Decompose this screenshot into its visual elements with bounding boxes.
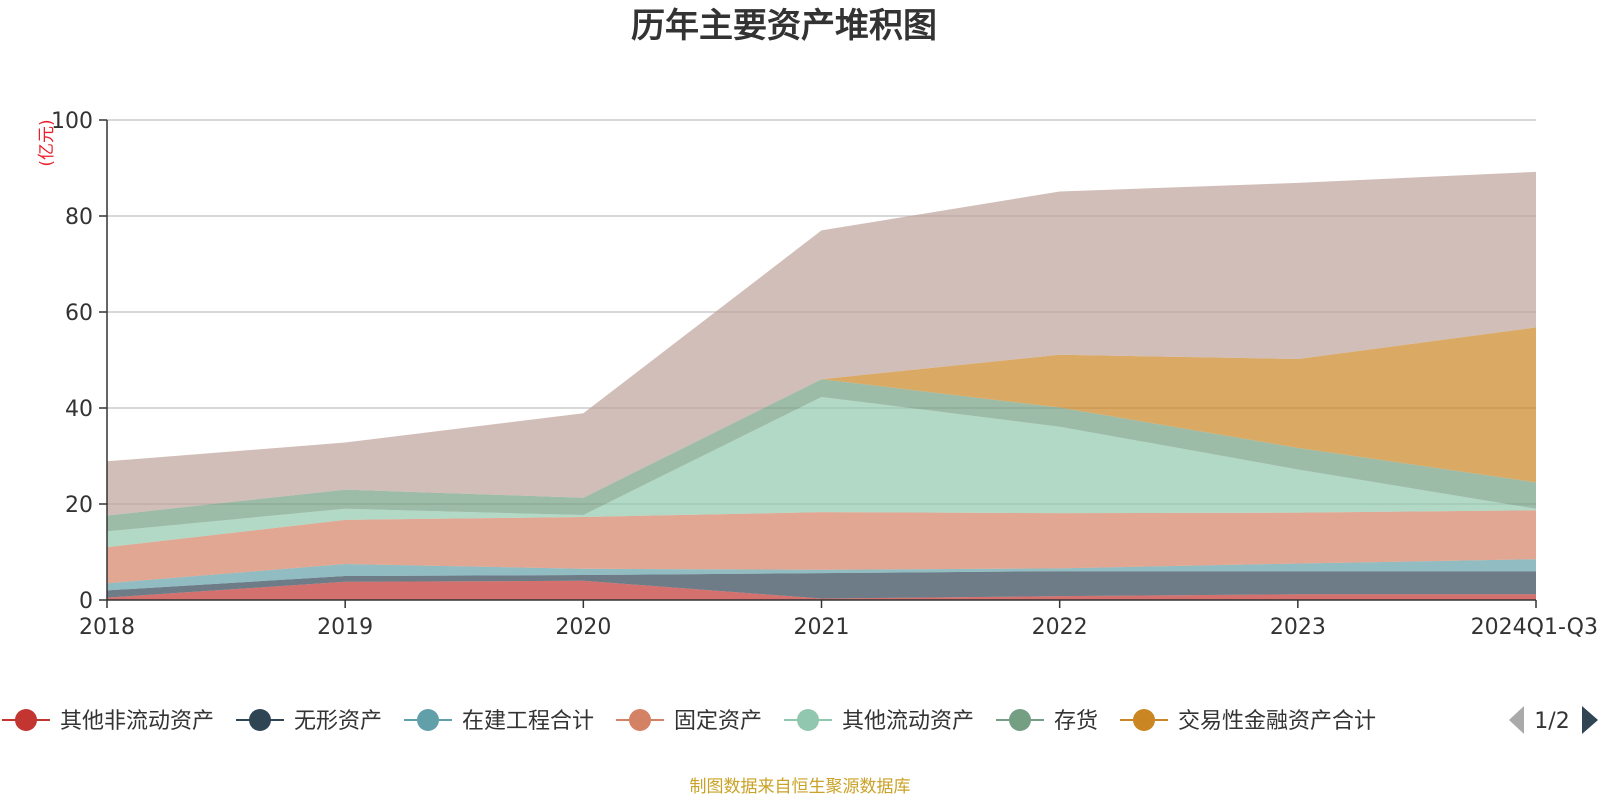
area-series-1[interactable] xyxy=(107,571,1536,599)
y-tick-label: 80 xyxy=(65,205,93,230)
legend-item[interactable]: 交易性金融资产合计 xyxy=(1120,709,1376,734)
legend-label: 其他流动资产 xyxy=(842,709,974,734)
y-tick-label: 20 xyxy=(65,493,93,518)
data-source-note: 制图数据来自恒生聚源数据库 xyxy=(690,777,911,797)
x-tick-label: 2023 xyxy=(1270,615,1326,640)
area-series-6[interactable] xyxy=(107,327,1536,516)
area-series-7[interactable] xyxy=(107,171,1536,516)
x-tick-label: 2019 xyxy=(317,615,373,640)
y-tick-label: 60 xyxy=(65,301,93,326)
legend-item[interactable]: 在建工程合计 xyxy=(404,709,594,734)
area-series-5[interactable] xyxy=(107,379,1536,532)
legend-label: 无形资产 xyxy=(294,709,382,734)
legend-circle-marker xyxy=(1009,709,1032,731)
legend-label: 在建工程合计 xyxy=(462,709,594,734)
legend-label: 固定资产 xyxy=(674,709,762,734)
y-tick-label: 100 xyxy=(51,109,93,134)
legend-pager: 1/2 xyxy=(1509,706,1598,734)
y-tick-label: 0 xyxy=(79,589,93,614)
x-tick-label: 2020 xyxy=(555,615,611,640)
legend: 其他非流动资产 无形资产 在建工程合计 固定资产 其他流动资产 存货 交易性金融资产合计 xyxy=(2,709,1376,734)
area-series-2[interactable] xyxy=(107,559,1536,591)
y-axis-unit: (亿元) xyxy=(37,119,57,166)
legend-circle-marker xyxy=(417,709,440,731)
area-series-0[interactable] xyxy=(107,580,1536,600)
legend-item[interactable]: 无形资产 xyxy=(236,709,382,734)
x-axis-ticks: 2018 2019 2020 2021 2022 2023 2024Q1-Q3 xyxy=(79,600,1598,640)
legend-item[interactable]: 其他非流动资产 xyxy=(2,709,214,734)
area-series-3[interactable] xyxy=(107,510,1536,584)
x-tick-label: 2022 xyxy=(1032,615,1088,640)
chart-title: 历年主要资产堆积图 xyxy=(631,6,937,46)
legend-circle-marker xyxy=(1133,709,1156,731)
y-tick-label: 40 xyxy=(65,397,93,422)
area-series xyxy=(107,171,1536,600)
y-axis-ticks: 0 20 40 60 80 100 xyxy=(51,109,107,614)
x-tick-label: 2024Q1-Q3 xyxy=(1471,615,1598,640)
legend-circle-marker xyxy=(15,709,37,731)
triangle-right-icon[interactable] xyxy=(1582,706,1598,734)
area-series-4[interactable] xyxy=(107,396,1536,548)
legend-item[interactable]: 固定资产 xyxy=(616,709,762,734)
triangle-left-icon[interactable] xyxy=(1509,706,1524,734)
legend-circle-marker xyxy=(249,709,272,731)
legend-circle-marker xyxy=(797,709,820,731)
legend-label: 其他非流动资产 xyxy=(60,709,214,734)
legend-label: 存货 xyxy=(1054,709,1098,734)
legend-page-indicator: 1/2 xyxy=(1534,709,1569,734)
legend-item[interactable]: 其他流动资产 xyxy=(784,709,974,734)
x-tick-label: 2018 xyxy=(79,615,135,640)
legend-item[interactable]: 存货 xyxy=(996,709,1098,734)
legend-circle-marker xyxy=(629,709,652,731)
legend-label: 交易性金融资产合计 xyxy=(1178,709,1376,734)
x-tick-label: 2021 xyxy=(794,615,850,640)
